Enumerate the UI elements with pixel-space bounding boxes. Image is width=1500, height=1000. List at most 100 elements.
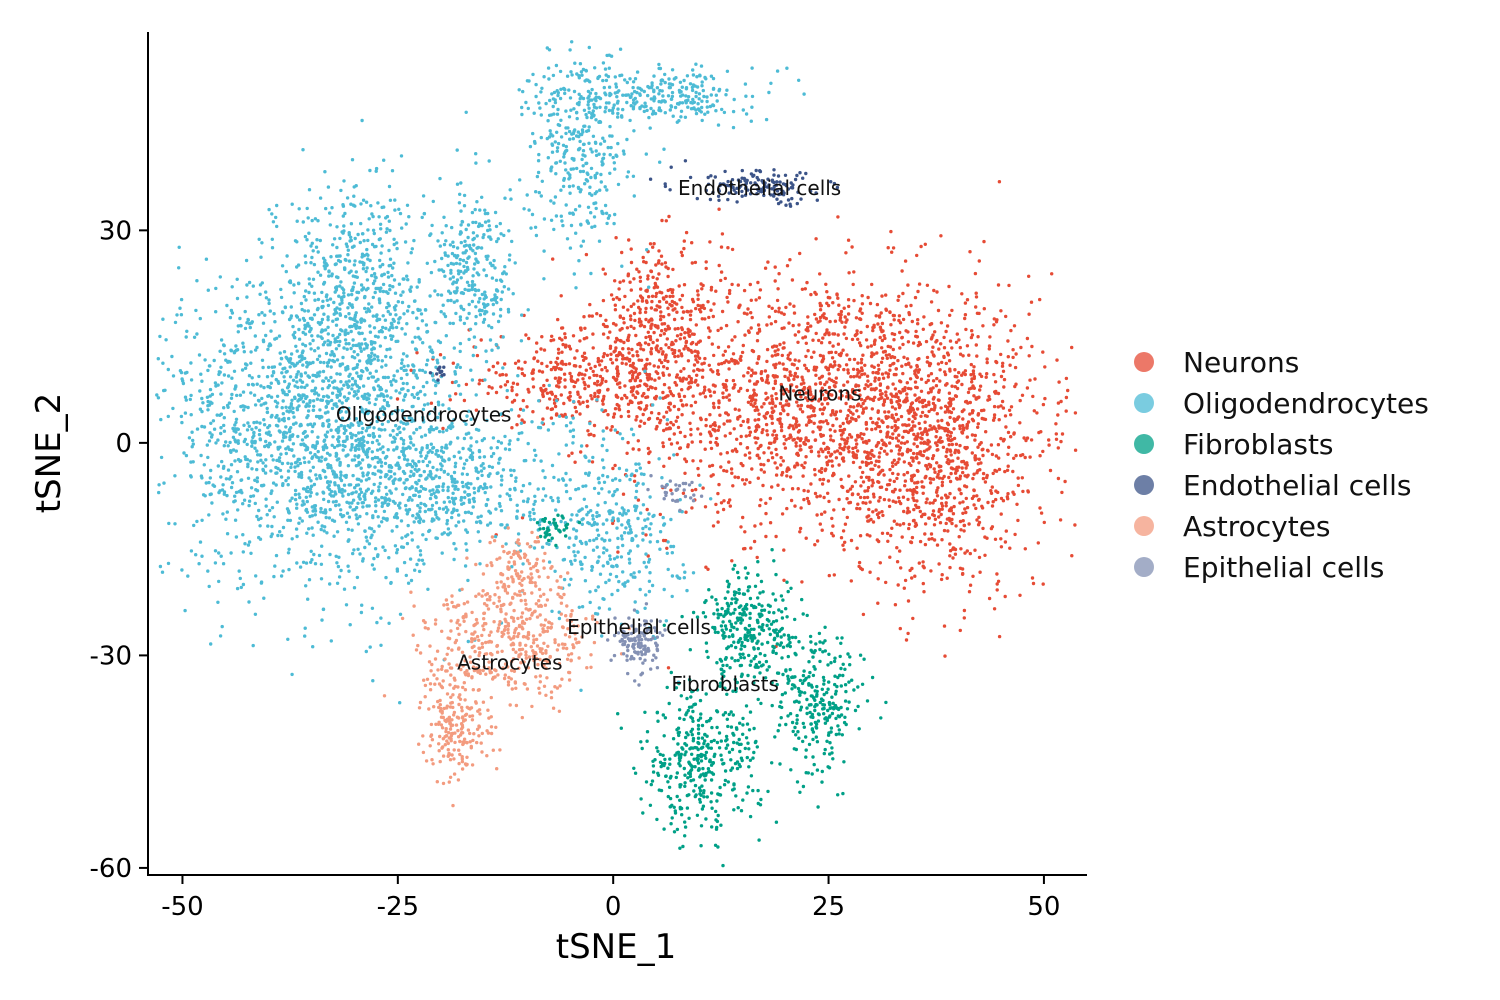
data-point bbox=[780, 405, 785, 409]
data-point bbox=[737, 305, 741, 310]
data-point bbox=[453, 496, 458, 501]
data-point bbox=[680, 388, 684, 392]
data-point bbox=[178, 306, 182, 310]
data-point bbox=[462, 419, 466, 423]
data-point bbox=[205, 395, 210, 399]
data-point bbox=[1048, 468, 1053, 473]
data-point bbox=[298, 461, 303, 466]
data-point bbox=[295, 506, 299, 510]
data-point bbox=[179, 313, 184, 317]
data-point bbox=[1037, 430, 1041, 435]
data-point bbox=[583, 386, 587, 391]
data-point bbox=[600, 399, 605, 403]
data-point bbox=[265, 513, 269, 517]
data-point bbox=[877, 459, 881, 464]
data-point bbox=[675, 373, 679, 377]
data-point bbox=[291, 324, 295, 329]
data-point bbox=[389, 337, 394, 341]
data-point bbox=[1006, 497, 1010, 501]
data-point bbox=[399, 436, 403, 441]
data-point bbox=[231, 435, 236, 439]
data-point bbox=[848, 405, 853, 409]
data-point bbox=[184, 453, 189, 458]
data-point bbox=[711, 473, 715, 477]
data-point bbox=[982, 239, 986, 244]
data-point bbox=[399, 519, 404, 523]
data-point bbox=[928, 362, 933, 366]
data-point bbox=[795, 366, 800, 371]
data-point bbox=[593, 381, 597, 386]
data-point bbox=[248, 459, 252, 463]
data-point bbox=[275, 401, 280, 405]
data-point bbox=[329, 365, 333, 369]
data-point bbox=[703, 395, 708, 399]
data-point bbox=[691, 411, 695, 415]
data-point bbox=[1008, 363, 1012, 367]
data-point bbox=[682, 367, 686, 371]
data-point bbox=[426, 402, 430, 406]
data-point bbox=[280, 388, 285, 392]
data-point bbox=[829, 434, 833, 438]
data-point bbox=[282, 430, 287, 434]
data-point bbox=[220, 381, 224, 385]
data-point bbox=[422, 403, 427, 407]
data-point bbox=[666, 266, 670, 271]
data-point bbox=[782, 367, 786, 371]
data-point bbox=[972, 365, 976, 369]
data-point bbox=[234, 417, 239, 421]
data-point bbox=[943, 404, 948, 408]
data-point bbox=[630, 400, 634, 405]
data-point bbox=[992, 413, 997, 417]
data-point bbox=[768, 521, 773, 525]
data-point bbox=[166, 561, 171, 566]
data-point bbox=[690, 488, 694, 493]
data-point bbox=[1027, 274, 1031, 278]
data-point bbox=[990, 485, 994, 489]
data-point bbox=[957, 370, 961, 375]
data-point bbox=[804, 536, 808, 540]
data-point bbox=[940, 418, 944, 423]
data-point bbox=[376, 335, 380, 339]
data-point bbox=[664, 410, 669, 414]
data-point bbox=[580, 354, 585, 358]
data-point bbox=[210, 433, 214, 437]
data-point bbox=[335, 225, 339, 229]
data-point bbox=[409, 578, 414, 583]
data-point bbox=[870, 484, 874, 488]
data-point bbox=[650, 294, 655, 298]
data-point bbox=[852, 357, 857, 362]
data-point bbox=[334, 454, 338, 458]
data-point bbox=[316, 520, 320, 524]
data-point bbox=[773, 404, 778, 408]
data-point bbox=[601, 332, 606, 336]
data-point bbox=[328, 552, 332, 557]
data-point bbox=[253, 612, 258, 616]
data-point bbox=[930, 426, 934, 431]
data-point bbox=[846, 312, 851, 316]
data-point bbox=[671, 423, 676, 427]
data-point bbox=[779, 382, 783, 387]
data-point bbox=[214, 441, 218, 445]
data-point bbox=[764, 501, 768, 505]
data-point bbox=[749, 298, 753, 302]
data-point bbox=[842, 383, 846, 387]
data-point bbox=[726, 500, 731, 505]
data-point bbox=[361, 471, 365, 475]
data-point bbox=[491, 364, 495, 369]
data-point bbox=[910, 475, 915, 479]
data-point bbox=[806, 398, 810, 403]
data-point bbox=[648, 337, 653, 342]
data-point bbox=[229, 475, 233, 479]
data-point bbox=[843, 522, 848, 526]
data-point bbox=[789, 373, 793, 377]
data-point bbox=[616, 369, 620, 373]
data-point bbox=[575, 349, 579, 353]
data-point bbox=[924, 500, 928, 505]
data-point bbox=[855, 449, 860, 453]
data-point bbox=[296, 434, 300, 439]
data-point bbox=[383, 548, 387, 553]
data-point bbox=[937, 347, 941, 351]
data-point bbox=[448, 398, 452, 402]
data-point bbox=[825, 380, 829, 384]
data-point bbox=[249, 350, 253, 354]
